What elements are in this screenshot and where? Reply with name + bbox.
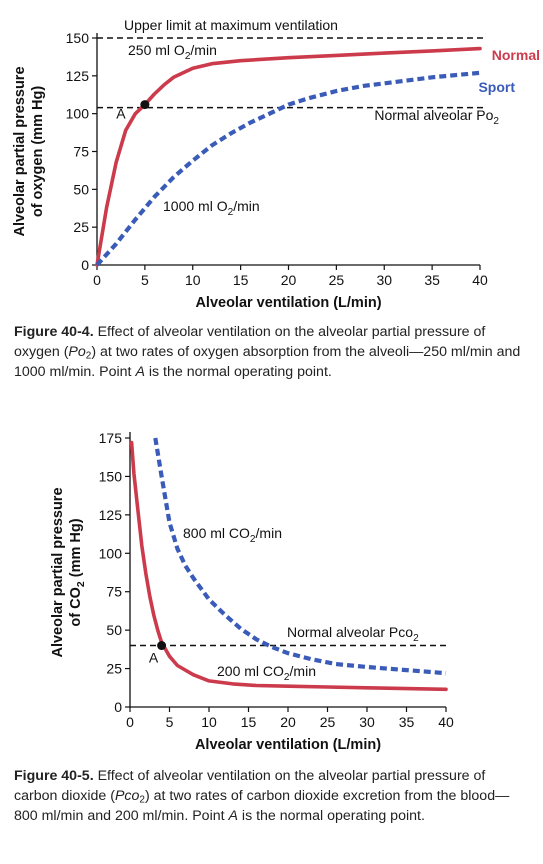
co2-chart-y-axis-label-line1: Alveolar partial pressure	[50, 487, 66, 657]
figure-40-4-caption-text-before: Effect of alveolar ventilation on the al…	[14, 324, 486, 360]
co2-chart-series-line	[153, 437, 447, 676]
o2-chart-reference-label: Upper limit at maximum ventilation	[124, 17, 338, 33]
o2-chart-x-tick-label: 5	[141, 272, 149, 288]
co2-chart-x-tick-label: 35	[399, 714, 415, 730]
o2-chart-y-tick-label: 100	[66, 106, 90, 122]
o2-chart-x-tick-label: 15	[233, 272, 249, 288]
o2-chart-series-label: 1000 ml O2/min	[163, 198, 260, 218]
o2-chart-point-a-marker	[140, 100, 150, 110]
co2-chart-x-tick-label: 10	[201, 714, 217, 730]
o2-chart-series-label: 250 ml O2/min	[128, 42, 217, 62]
co2-chart-x-tick-label: 15	[241, 714, 257, 730]
o2-chart-y-tick-label: 50	[73, 181, 89, 197]
figure-40-4-caption-text-end: is the normal operating point.	[144, 364, 332, 380]
figure-40-5-caption-text-after: ) at two rates of carbon dioxide excreti…	[14, 788, 510, 824]
co2-chart-y-tick-label: 25	[106, 661, 122, 677]
co2-chart-y-tick-label: 50	[106, 622, 122, 638]
o2-chart-y-tick-label: 25	[73, 219, 89, 235]
co2-chart-y-axis-label-line2: of CO2 (mm Hg)	[68, 518, 87, 626]
o2-chart-y-tick-label: 125	[66, 68, 90, 84]
co2-chart-point-a-label: A	[149, 650, 159, 666]
figure-40-5-caption-text-end: is the normal operating point.	[237, 808, 425, 824]
o2-chart-series-line	[95, 70, 481, 267]
o2-chart-reference-label: Normal alveolar Po2	[374, 107, 499, 127]
co2-chart-y-tick-label: 125	[99, 507, 123, 523]
o2-chart-x-tick-label: 35	[424, 272, 440, 288]
co2-chart-x-tick-label: 25	[320, 714, 336, 730]
o2-chart-x-tick-label: 20	[281, 272, 297, 288]
figure-40-5-caption-symbol: Pco	[114, 788, 140, 804]
co2-chart-series-label: 800 ml CO2/min	[183, 525, 282, 545]
figure-40-4-caption-symbol-sub: 2	[85, 350, 92, 362]
o2-chart-y-axis-label-line2: of oxygen (mm Hg)	[30, 86, 46, 217]
co2-chart-series-line	[129, 440, 448, 692]
co2-chart-y-tick-label: 150	[99, 468, 123, 484]
o2-chart-series-line	[95, 46, 482, 267]
o2-chart-x-tick-label: 25	[329, 272, 345, 288]
figure-40-4-caption-text-after: ) at two rates of oxygen absorption from…	[14, 344, 521, 380]
o2-chart-legend-sport: Sport	[478, 79, 515, 95]
figure-40-5-caption-label: Figure 40-5.	[14, 768, 94, 784]
co2-chart-reference-label: Normal alveolar Pco2	[287, 624, 419, 644]
co2-chart-x-tick-label: 40	[438, 714, 454, 730]
co2-chart-y-tick-label: 100	[99, 545, 123, 561]
figure-40-5-caption-point: A	[228, 808, 238, 824]
figure-40-4-caption-point: A	[135, 364, 145, 380]
o2-chart-x-tick-label: 40	[472, 272, 488, 288]
co2-chart-series-label: 200 ml CO2/min	[217, 663, 316, 683]
o2-chart-y-tick-label: 0	[81, 257, 89, 273]
figure-40-4-caption-label: Figure 40-4.	[14, 324, 94, 340]
o2-chart-legend-normal: Normal	[492, 47, 540, 63]
co2-chart-y-tick-label: 75	[106, 584, 122, 600]
o2-chart-y-axis-label-line1: Alveolar partial pressure	[12, 66, 28, 236]
co2-chart-y-tick-label: 175	[99, 430, 123, 446]
co2-chart-y-tick-label: 0	[114, 699, 122, 715]
co2-chart-x-tick-label: 20	[280, 714, 296, 730]
co2-chart-x-tick-label: 5	[166, 714, 174, 730]
figure-40-4-caption-symbol: Po	[68, 344, 86, 360]
o2-chart-point-a-label: A	[116, 106, 126, 122]
figure-40-5-caption-text-before: Effect of alveolar ventilation on the al…	[14, 768, 486, 804]
o2-chart-y-tick-label: 75	[73, 144, 89, 160]
o2-chart-x-tick-label: 0	[93, 272, 101, 288]
co2-chart-x-tick-label: 30	[359, 714, 375, 730]
o2-chart-x-axis-label: Alveolar ventilation (L/min)	[195, 295, 381, 311]
figure-40-5-caption: Figure 40-5. Effect of alveolar ventilat…	[14, 766, 529, 826]
co2-chart-x-tick-label: 0	[126, 714, 134, 730]
figure-40-5-caption-symbol-sub: 2	[139, 794, 145, 806]
co2-chart-point-a-marker	[157, 641, 167, 651]
o2-chart-x-tick-label: 30	[376, 272, 392, 288]
o2-chart-y-tick-label: 150	[66, 30, 90, 46]
co2-chart-x-axis-label: Alveolar ventilation (L/min)	[195, 737, 381, 753]
figure-40-4-caption: Figure 40-4. Effect of alveolar ventilat…	[14, 322, 534, 382]
o2-chart-x-tick-label: 10	[185, 272, 201, 288]
